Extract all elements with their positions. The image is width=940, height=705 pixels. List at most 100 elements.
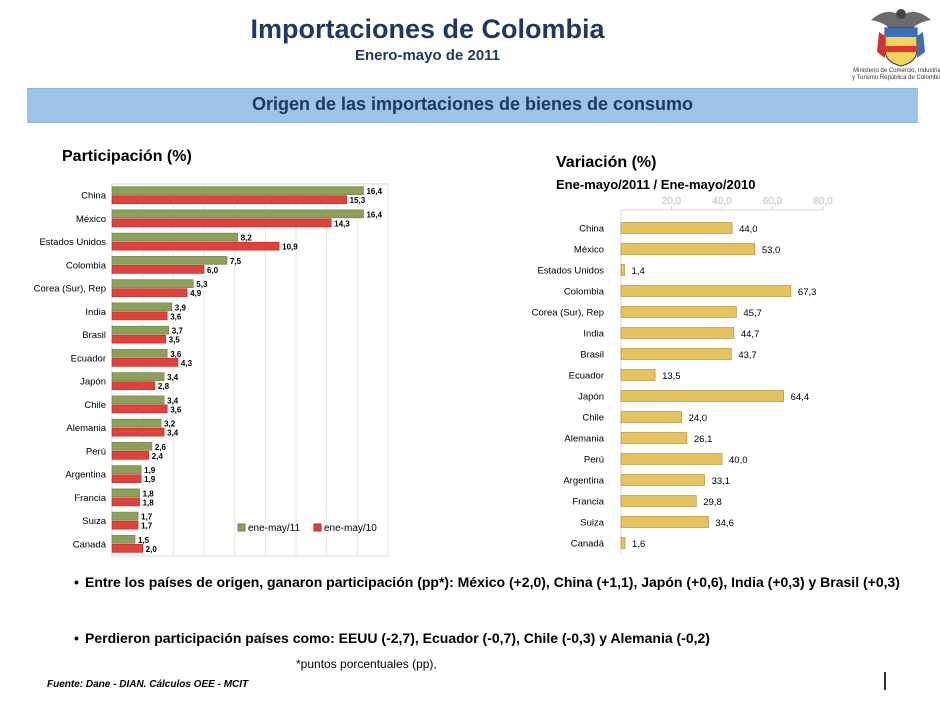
- data-label-china: 44,0: [739, 224, 758, 235]
- x-tick-label: 40,0: [712, 196, 732, 207]
- data-label-chile-2010: 3,6: [170, 405, 182, 414]
- category-label-suiza: Suiza: [580, 518, 604, 529]
- bar-peru-2010: [111, 451, 150, 460]
- bar-chile: [620, 411, 682, 423]
- category-label-colombia: Colombia: [66, 260, 107, 271]
- bar-canada-2010: [111, 544, 143, 553]
- ministry-name: Ministerio de Comercio, Industria y Turi…: [852, 68, 940, 81]
- bar-china: [620, 222, 733, 234]
- legend-swatch-2011: [237, 523, 246, 532]
- data-label-colombia-2010: 6,0: [207, 266, 219, 275]
- legend-label-2010: ene-may/10: [324, 523, 377, 534]
- data-label-suiza-2010: 1,7: [141, 522, 153, 531]
- page-title: Importaciones de Colombia: [250, 14, 605, 44]
- variation-chart-title: Variación (%): [556, 154, 657, 171]
- bar-brasil-2010: [111, 334, 166, 344]
- bar-peru-2011: [111, 442, 153, 451]
- bar-argentina-2010: [111, 474, 142, 483]
- bar-ecuador-2011: [111, 349, 168, 358]
- data-label-argentina-2010: 1,9: [144, 475, 156, 484]
- bar-china-2010: [111, 195, 347, 204]
- bar-mexico-2011: [111, 209, 364, 219]
- page-subtitle: Enero-mayo de 2011: [354, 47, 501, 64]
- data-label-estados-unidos: 1,4: [632, 266, 645, 277]
- data-label-peru-2011: 2,6: [155, 443, 167, 452]
- category-label-mexico: México: [574, 245, 604, 256]
- section-banner-title: Origen de las importaciones de bienes de…: [251, 94, 694, 114]
- category-label-chile: Chile: [84, 400, 106, 411]
- data-label-china-2010: 15,3: [350, 196, 366, 205]
- bar-peru: [620, 453, 723, 465]
- bar-estados-unidos-2010: [111, 241, 280, 251]
- bar-alemania-2011: [111, 418, 162, 428]
- data-label-francia-2010: 1,8: [143, 498, 155, 507]
- bullet-gained-share: • Entre los países de origen, ganaron pa…: [74, 573, 900, 591]
- bar-chile-2010: [111, 404, 168, 414]
- bar-canada: [620, 537, 626, 549]
- category-label-chile: Chile: [582, 413, 604, 424]
- bar-francia-2010: [111, 497, 140, 507]
- category-label-argentina: Argentina: [65, 470, 106, 481]
- coat-of-arms-logo: [871, 9, 931, 67]
- category-label-alemania: Alemania: [564, 434, 604, 445]
- data-label-corea-sur-rep-2010: 4,9: [190, 289, 202, 298]
- bar-alemania: [620, 432, 688, 444]
- data-label-brasil-2010: 3,5: [169, 336, 181, 345]
- data-label-chile-2011: 3,4: [167, 396, 179, 405]
- bar-india-2011: [111, 302, 173, 312]
- bar-china-2011: [111, 186, 364, 195]
- bar-alemania-2010: [111, 427, 165, 437]
- data-label-argentina-2011: 1,9: [144, 466, 156, 475]
- category-label-suiza: Suiza: [82, 516, 106, 527]
- footnote: *puntos porcentuales (pp),: [296, 657, 437, 671]
- data-label-suiza-2011: 1,7: [141, 513, 153, 522]
- source-note: Fuente: Dane - DIAN. Cálculos OEE - MCIT: [47, 679, 249, 690]
- category-label-india: India: [85, 307, 106, 318]
- data-label-ecuador: 13,5: [662, 371, 681, 382]
- category-label-francia: Francia: [572, 497, 604, 508]
- category-label-brasil: Brasil: [82, 330, 106, 341]
- bar-japon-2011: [111, 372, 165, 381]
- bar-brasil: [620, 348, 732, 360]
- bar-canada-2011: [111, 535, 136, 544]
- category-label-peru: Perú: [584, 455, 604, 466]
- variation-chart-subtitle: Ene-mayo/2011 / Ene-mayo/2010: [556, 177, 756, 192]
- data-label-corea-sur-rep-2011: 5,3: [196, 280, 208, 289]
- category-label-peru: Perú: [86, 446, 106, 457]
- data-label-colombia: 67,3: [798, 287, 817, 298]
- section-banner: [27, 88, 918, 123]
- bar-corea-sur-rep-2010: [111, 288, 188, 297]
- category-label-argentina: Argentina: [563, 476, 604, 487]
- bar-estados-unidos-2011: [111, 232, 239, 242]
- category-label-india: India: [583, 329, 604, 340]
- category-label-japon: Japón: [578, 392, 604, 403]
- category-label-mexico: México: [76, 214, 106, 225]
- data-label-mexico-2010: 14,3: [334, 219, 350, 228]
- bullet-lost-share: • Perdieron participación países como: E…: [74, 629, 900, 647]
- bar-colombia-2010: [111, 265, 205, 274]
- data-label-alemania-2011: 3,2: [164, 420, 176, 429]
- bar-ecuador: [620, 369, 656, 381]
- data-label-japon-2010: 2,8: [158, 382, 170, 391]
- x-tick-label: 80,0: [813, 196, 833, 207]
- data-label-chile: 24,0: [689, 413, 708, 424]
- data-label-mexico-2011: 16,4: [366, 210, 382, 219]
- category-label-alemania: Alemania: [66, 423, 106, 434]
- category-label-estados-unidos: Estados Unidos: [39, 237, 106, 248]
- data-label-brasil-2011: 3,7: [172, 327, 184, 336]
- bar-colombia-2011: [111, 256, 228, 265]
- category-label-corea-sur-rep: Corea (Sur), Rep: [34, 284, 106, 295]
- data-label-canada-2010: 2,0: [146, 545, 158, 554]
- bar-corea-sur-rep-2011: [111, 279, 194, 288]
- data-label-mexico: 53,0: [762, 245, 781, 256]
- category-label-ecuador: Ecuador: [569, 371, 604, 382]
- bar-corea-sur-rep: [620, 306, 737, 318]
- bar-japon-2010: [111, 381, 156, 390]
- bar-argentina-2011: [111, 465, 142, 474]
- bar-brasil-2011: [111, 325, 170, 335]
- data-label-alemania: 26,1: [694, 434, 713, 445]
- data-label-argentina: 33,1: [712, 476, 731, 487]
- category-label-brasil: Brasil: [580, 350, 604, 361]
- bar-estados-unidos: [620, 264, 625, 276]
